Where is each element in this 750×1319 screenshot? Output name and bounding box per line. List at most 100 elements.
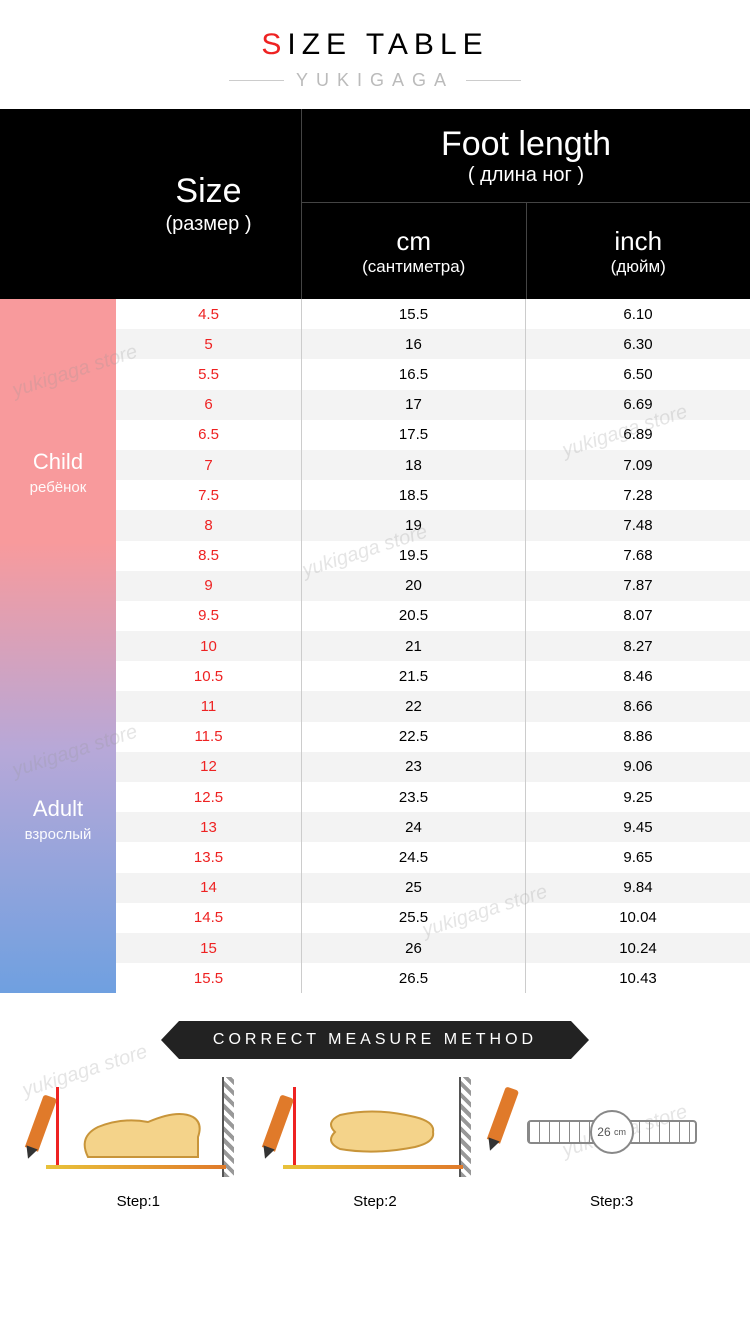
header-size-sub: (размер ): [165, 213, 251, 236]
brand-subtitle: YUKIGAGA: [0, 70, 750, 91]
pencil-icon: [262, 1095, 294, 1152]
wall-icon: [222, 1077, 234, 1177]
step-1: Step:1: [28, 1077, 248, 1210]
cell-cm: 23: [302, 752, 526, 782]
table-row: 4.515.56.10: [116, 299, 750, 329]
cell-inch: 6.50: [526, 359, 750, 389]
cell-size: 14.5: [116, 903, 302, 933]
brand-name: YUKIGAGA: [296, 70, 454, 91]
header-inch-label: inch: [614, 226, 662, 257]
header-foot-top: Foot length ( длина ног ): [302, 109, 750, 203]
table-row: 12239.06: [116, 752, 750, 782]
table-row: 15.526.510.43: [116, 963, 750, 993]
cell-cm: 26: [302, 933, 526, 963]
cell-cm: 20.5: [302, 601, 526, 631]
cell-cm: 16: [302, 329, 526, 359]
category-gradient: Child ребёнок Adult взрослый: [0, 299, 116, 993]
header-size: Size (размер ): [116, 109, 302, 299]
header-inch: inch (дюйм): [527, 203, 750, 299]
cell-size: 12: [116, 752, 302, 782]
ground-line: [46, 1165, 226, 1169]
cell-size: 4.5: [116, 299, 302, 329]
category-child-sub: ребёнок: [30, 479, 87, 496]
size-table-infographic: SIZE TABLE YUKIGAGA Child ребёнок Adult …: [0, 0, 750, 1250]
step-1-label: Step:1: [28, 1193, 248, 1210]
cell-cm: 18: [302, 450, 526, 480]
cell-inch: 9.45: [526, 812, 750, 842]
cell-size: 15: [116, 933, 302, 963]
cell-size: 9.5: [116, 601, 302, 631]
title-first-letter: S: [261, 28, 287, 61]
header-size-label: Size: [175, 172, 241, 211]
cell-size: 15.5: [116, 963, 302, 993]
table-row: 9207.87: [116, 571, 750, 601]
step-1-illustration: [28, 1077, 248, 1187]
cell-cm: 22: [302, 691, 526, 721]
table-row: 14259.84: [116, 873, 750, 903]
header-cm: cm (сантиметра): [302, 203, 527, 299]
measure-steps: Step:1 Step:2 26 cm: [0, 1077, 750, 1250]
table-row: 10.521.58.46: [116, 661, 750, 691]
step-3-illustration: 26 cm: [502, 1077, 722, 1187]
header-foot-sub: ( длина ног ): [468, 164, 584, 187]
cell-cm: 26.5: [302, 963, 526, 993]
cell-cm: 22.5: [302, 722, 526, 752]
ground-line: [283, 1165, 463, 1169]
category-adult-sub: взрослый: [25, 826, 92, 843]
category-child-label: Child: [33, 449, 83, 475]
cell-inch: 8.27: [526, 631, 750, 661]
ruler-value: 26: [597, 1125, 610, 1139]
cell-size: 11.5: [116, 722, 302, 752]
header-foot-length: Foot length ( длина ног ) cm (сантиметра…: [302, 109, 750, 299]
ruler-unit: cm: [614, 1127, 626, 1137]
header-cm-label: cm: [396, 226, 431, 257]
cell-cm: 21.5: [302, 661, 526, 691]
table-row: 10218.27: [116, 631, 750, 661]
ribbon-wrap: CORRECT MEASURE METHOD: [0, 1021, 750, 1059]
table-row: 152610.24: [116, 933, 750, 963]
table-row: 14.525.510.04: [116, 903, 750, 933]
cell-size: 10.5: [116, 661, 302, 691]
header-cm-sub: (сантиметра): [362, 257, 465, 277]
cell-inch: 7.09: [526, 450, 750, 480]
category-adult-label: Adult: [33, 796, 83, 822]
cell-inch: 8.07: [526, 601, 750, 631]
category-column: Child ребёнок Adult взрослый: [0, 109, 116, 993]
cell-inch: 10.24: [526, 933, 750, 963]
category-child: Child ребёнок: [0, 299, 116, 646]
divider-left: [229, 80, 284, 81]
cell-cm: 18.5: [302, 480, 526, 510]
ruler-icon: 26 cm: [527, 1120, 697, 1144]
title-rest: IZE TABLE: [287, 28, 488, 61]
cell-cm: 16.5: [302, 359, 526, 389]
measure-method-ribbon: CORRECT MEASURE METHOD: [179, 1021, 571, 1059]
table-row: 8197.48: [116, 510, 750, 540]
cell-size: 5.5: [116, 359, 302, 389]
cell-cm: 25: [302, 873, 526, 903]
cell-size: 8: [116, 510, 302, 540]
cell-size: 7.5: [116, 480, 302, 510]
step-2-illustration: [265, 1077, 485, 1187]
size-chart: Child ребёнок Adult взрослый Size (разме…: [0, 109, 750, 993]
cell-size: 9: [116, 571, 302, 601]
step-3: 26 cm Step:3: [502, 1077, 722, 1210]
cell-size: 14: [116, 873, 302, 903]
table-row: 6.517.56.89: [116, 420, 750, 450]
cell-cm: 24.5: [302, 842, 526, 872]
cell-inch: 6.30: [526, 329, 750, 359]
category-header-spacer: [0, 109, 116, 299]
cell-cm: 23.5: [302, 782, 526, 812]
step-2-label: Step:2: [265, 1193, 485, 1210]
table-row: 13249.45: [116, 812, 750, 842]
cell-inch: 6.10: [526, 299, 750, 329]
table-row: 11.522.58.86: [116, 722, 750, 752]
table-row: 8.519.57.68: [116, 541, 750, 571]
cell-size: 8.5: [116, 541, 302, 571]
cell-inch: 6.69: [526, 390, 750, 420]
step-3-label: Step:3: [502, 1193, 722, 1210]
cell-inch: 8.86: [526, 722, 750, 752]
cell-inch: 7.68: [526, 541, 750, 571]
cell-inch: 8.46: [526, 661, 750, 691]
cell-inch: 7.48: [526, 510, 750, 540]
cell-inch: 10.04: [526, 903, 750, 933]
